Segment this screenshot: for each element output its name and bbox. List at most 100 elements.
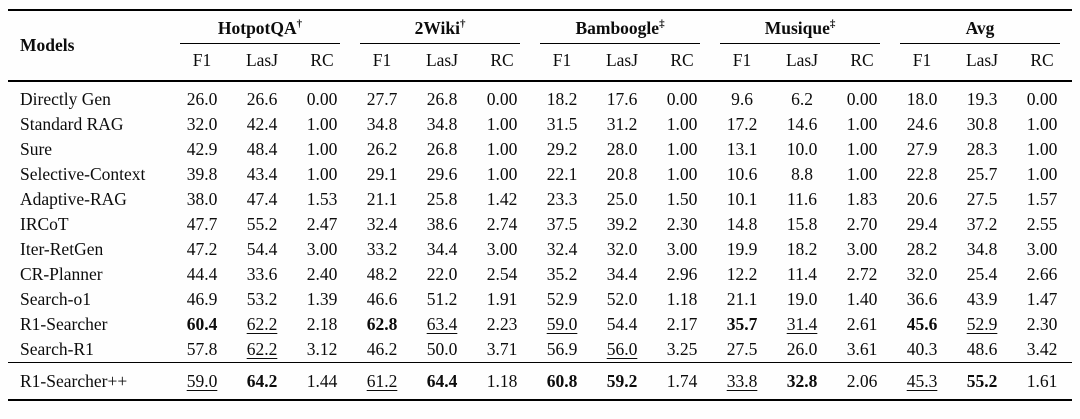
metric-value: 32.0 [606, 239, 638, 259]
group-header-row: Models HotpotQA† 2Wiki† Bamboogle‡ Musique‡… [8, 10, 1072, 82]
metric-value: 30.8 [966, 114, 998, 134]
metric-value: 1.00 [306, 139, 338, 159]
table-row: CR-Planner 44.4 33.6 2.40 48.2 22.0 2.54 35.2 34… [8, 262, 1072, 287]
metric-value: 1.47 [1026, 289, 1058, 309]
metric-value: 55.2 [952, 362, 1013, 400]
metric-value: 1.00 [846, 139, 878, 159]
metric-value: 21.1 [366, 189, 398, 209]
metric-value: 62.8 [366, 314, 398, 334]
table-row: R1-Searcher++ 59.0 64.2 1.44 61.2 64.4 1.18 60.… [8, 362, 1073, 400]
metric-value: 34.4 [426, 239, 458, 259]
metric-value: 1.00 [486, 139, 518, 159]
metric-value: 2.06 [832, 362, 893, 400]
metric-value: 1.00 [486, 114, 518, 134]
metric-value: 31.4 [786, 314, 818, 334]
metric-value: 45.3 [892, 362, 953, 400]
metric-value: 51.2 [426, 289, 458, 309]
metric-value: 26.6 [246, 89, 278, 109]
metric-value: 34.8 [366, 114, 398, 134]
metric-value: 60.4 [186, 314, 218, 334]
table-row: Search-o1 46.9 53.2 1.39 46.6 51.2 1.91 52.9 52.… [8, 287, 1072, 312]
metric-header-lasj: LasJ [232, 44, 292, 82]
metric-value: 1.00 [666, 164, 698, 184]
metric-header-rc: RC [832, 44, 893, 82]
metric-value: 43.9 [966, 289, 998, 309]
metric-value: 25.4 [966, 264, 998, 284]
metric-value: 33.2 [366, 239, 398, 259]
metric-value: 33.8 [712, 362, 773, 400]
metric-value: 47.2 [186, 239, 218, 259]
metric-value: 34.4 [606, 264, 638, 284]
metric-header-f1: F1 [352, 44, 412, 82]
metric-value: 1.74 [652, 362, 713, 400]
model-name: Directly Gen [20, 89, 111, 109]
metric-value: 38.0 [186, 189, 218, 209]
metric-value: 26.0 [186, 89, 218, 109]
metric-header-f1: F1 [532, 44, 593, 82]
metric-value: 43.4 [246, 164, 278, 184]
metric-value: 18.2 [546, 89, 578, 109]
metric-value: 24.6 [906, 114, 938, 134]
metric-header-f1: F1 [712, 44, 773, 82]
group-header-2wiki: 2Wiki† [352, 10, 532, 44]
metric-value: 50.0 [426, 339, 458, 359]
metric-value: 62.2 [246, 339, 278, 359]
metric-value: 48.6 [966, 339, 998, 359]
metric-value: 61.2 [352, 362, 412, 400]
metric-value: 26.8 [426, 89, 458, 109]
metric-header-lasj: LasJ [412, 44, 472, 82]
metric-value: 29.2 [546, 139, 578, 159]
metric-value: 32.4 [366, 214, 398, 234]
metric-value: 3.00 [846, 239, 878, 259]
metric-value: 1.39 [306, 289, 338, 309]
metric-value: 14.8 [726, 214, 758, 234]
metric-value: 11.6 [787, 189, 817, 209]
metric-header-f1: F1 [172, 44, 232, 82]
metric-value: 34.8 [426, 114, 458, 134]
models-header: Models [8, 10, 172, 82]
metric-value: 25.7 [966, 164, 998, 184]
metric-header-lasj: LasJ [952, 44, 1013, 82]
metric-value: 56.0 [606, 339, 638, 359]
model-name: Iter-RetGen [20, 239, 104, 259]
metric-value: 1.00 [666, 139, 698, 159]
metric-value: 2.47 [306, 214, 338, 234]
metric-value: 8.8 [791, 164, 813, 184]
metric-value: 3.12 [306, 339, 338, 359]
group-label: Bamboogle‡ [540, 18, 701, 44]
table-row: Search-R1 57.8 62.2 3.12 46.2 50.0 3.71 56.9 56.… [8, 337, 1072, 363]
metric-value: 9.6 [731, 89, 753, 109]
metric-value: 3.00 [486, 239, 518, 259]
metric-value: 1.00 [846, 114, 878, 134]
metric-value: 0.00 [1026, 89, 1058, 109]
metric-value: 29.4 [906, 214, 938, 234]
metric-value: 26.2 [366, 139, 398, 159]
metric-value: 27.5 [726, 339, 758, 359]
metric-header-lasj: LasJ [772, 44, 833, 82]
metric-value: 2.54 [486, 264, 518, 284]
metric-value: 1.42 [486, 189, 518, 209]
metric-value: 18.2 [786, 239, 818, 259]
metric-value: 40.3 [906, 339, 938, 359]
metric-value: 3.00 [666, 239, 698, 259]
metric-value: 44.4 [186, 264, 218, 284]
metric-value: 2.74 [486, 214, 518, 234]
metric-header-rc: RC [652, 44, 713, 82]
metric-value: 63.4 [426, 314, 458, 334]
metric-value: 28.2 [906, 239, 938, 259]
metric-value: 32.4 [546, 239, 578, 259]
metric-value: 3.61 [846, 339, 878, 359]
metric-value: 35.7 [726, 314, 758, 334]
table-row: IRCoT 47.7 55.2 2.47 32.4 38.6 2.74 37.5 39.2 2.3… [8, 212, 1072, 237]
metric-header-row: F1 LasJ RC F1 LasJ RC F1 LasJ RC F1 LasJ RC F1 LasJ RC [8, 44, 1073, 82]
metric-value: 2.30 [1026, 314, 1058, 334]
metric-value: 0.00 [486, 89, 518, 109]
metric-value: 27.9 [906, 139, 938, 159]
metric-value: 10.0 [786, 139, 818, 159]
group-header-hotpotqa: HotpotQA† [172, 10, 352, 44]
metric-value: 38.6 [426, 214, 458, 234]
metric-header-rc: RC [472, 44, 533, 82]
table-row: Directly Gen 26.0 26.6 0.00 27.7 26.8 0.00 18.2… [8, 81, 1072, 112]
metric-value: 1.00 [486, 164, 518, 184]
metric-value: 59.2 [592, 362, 653, 400]
